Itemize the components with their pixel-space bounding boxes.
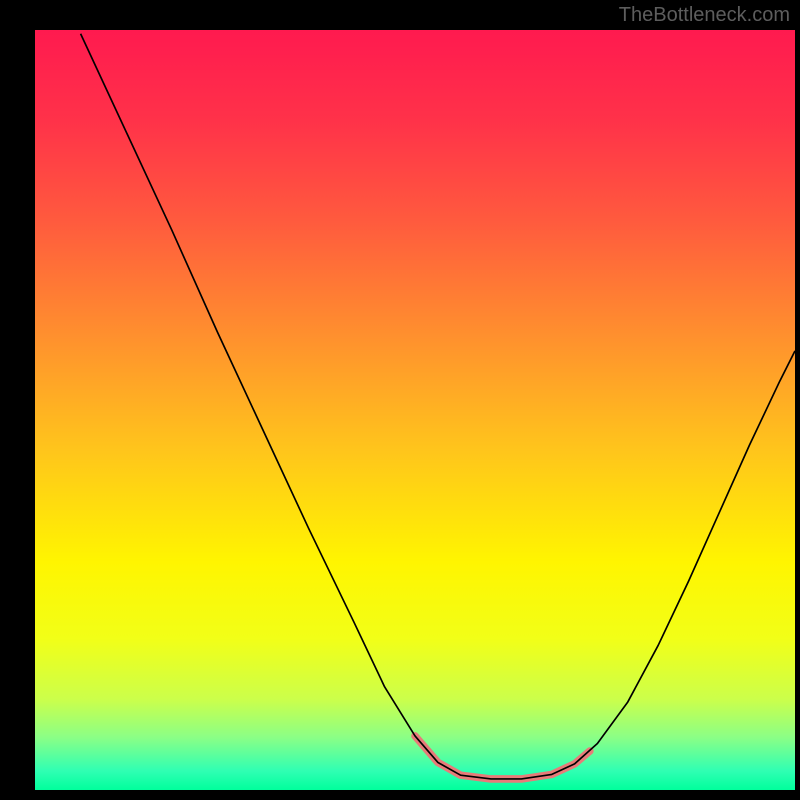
plot-svg xyxy=(35,30,795,785)
frame-left xyxy=(0,0,35,800)
watermark-text: TheBottleneck.com xyxy=(619,4,790,27)
frame-right xyxy=(795,0,800,800)
highlight-band xyxy=(415,736,590,779)
bottleneck-curve xyxy=(81,34,795,779)
chart-root: TheBottleneck.com xyxy=(0,0,800,800)
plot-area xyxy=(35,30,795,785)
